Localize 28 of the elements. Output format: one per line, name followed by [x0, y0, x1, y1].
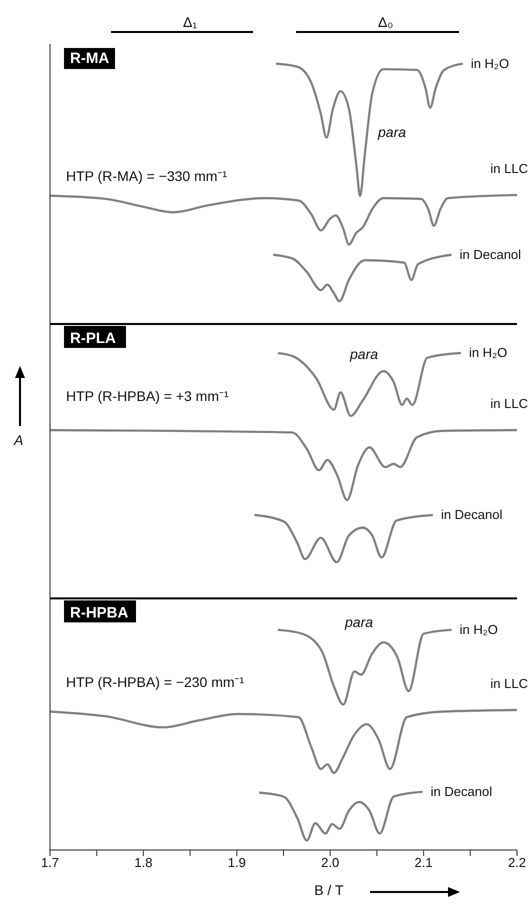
x-tick-label: 1.8 [134, 855, 152, 870]
text: Δ₀ [378, 14, 394, 30]
series-label: in LLC [490, 160, 528, 176]
annotation: para [345, 614, 374, 630]
series-label: in LLC [490, 396, 528, 412]
annotation: HTP (R-HPBA) = −230 mm⁻¹ [66, 673, 244, 691]
ref-line-label: R-PLA [70, 330, 116, 347]
series-label: in Decanol [430, 784, 492, 799]
series-label: in Decanol [460, 246, 522, 262]
annotation: HTP (R-MA) = −330 mm⁻¹ [66, 167, 228, 185]
annotation: para [378, 124, 406, 140]
annotation: HTP (R-HPBA) = +3 mm⁻¹ [66, 387, 229, 405]
y-axis-title: A [14, 432, 24, 448]
series-label: in LLC [490, 676, 528, 692]
series-label: in H₂O [460, 622, 498, 637]
x-tick-label: 2.2 [508, 855, 526, 870]
annotation: para [350, 346, 378, 362]
series-label: in H₂O [468, 345, 508, 360]
x-tick-label: 1.9 [228, 855, 246, 870]
series-label: in Decanol [440, 507, 502, 522]
x-tick-label: 2.1 [414, 855, 433, 870]
annotation: R-MA [64, 48, 116, 69]
x-tick-label: 2.0 [321, 855, 340, 870]
x-axis-title: B / T [314, 882, 344, 898]
series-label: in H₂O [470, 56, 510, 71]
ref-line-label: R-HPBA [70, 604, 128, 622]
text: Δ₁ [183, 14, 198, 30]
x-tick-label: 1.7 [40, 855, 60, 870]
